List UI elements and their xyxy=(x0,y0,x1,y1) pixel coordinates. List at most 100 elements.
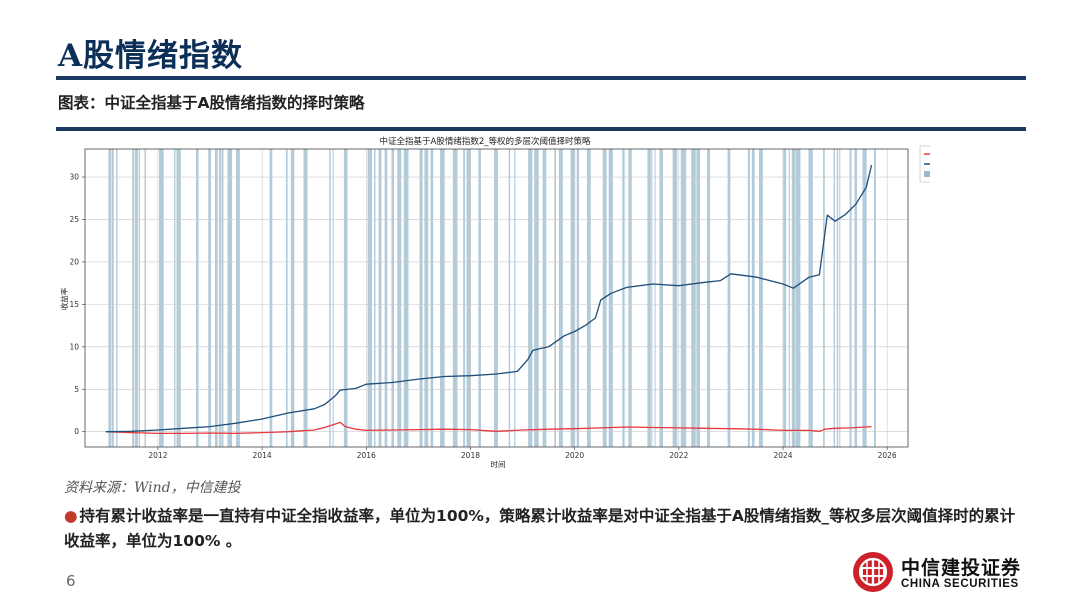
x-tick-label: 2024 xyxy=(773,451,792,460)
full-position-band xyxy=(176,149,181,447)
full-position-band xyxy=(558,149,563,447)
chart-lines xyxy=(105,164,873,435)
full-position-band xyxy=(836,149,839,447)
chart-axes: 0 5 10 15 20 25 30 2012 2014 2016 2018 2020 2022 2024… xyxy=(69,148,909,460)
full-position-band xyxy=(651,149,653,447)
logo-emblem-icon xyxy=(853,552,893,592)
full-position-band xyxy=(397,149,402,447)
full-position-band xyxy=(659,149,663,447)
full-position-band xyxy=(329,149,331,447)
source-note: 资料来源：Wind，中信建投 xyxy=(64,480,241,496)
full-position-band xyxy=(290,149,295,447)
full-position-band xyxy=(691,149,696,447)
full-position-band xyxy=(227,149,233,447)
chart-legend: 持有累积收益率策略累积收益率满仓 xyxy=(919,145,930,183)
full-position-band xyxy=(343,149,348,447)
full-position-band xyxy=(788,149,790,447)
page-number: 6 xyxy=(66,572,76,590)
full-position-band xyxy=(111,149,114,447)
full-position-band xyxy=(466,149,471,447)
full-position-band xyxy=(108,149,112,447)
full-position-band xyxy=(534,149,539,447)
logo-name-cn: 中信建投证券 xyxy=(901,557,1022,579)
y-tick-label: 0 xyxy=(74,427,79,436)
full-position-bands xyxy=(85,149,908,447)
full-position-band xyxy=(608,149,613,447)
x-tick-label: 2020 xyxy=(565,451,584,460)
y-tick-label: 15 xyxy=(69,300,79,309)
full-position-band xyxy=(440,149,445,447)
full-position-band xyxy=(791,149,796,447)
figure-caption: 图表：中证全指基于A股情绪指数的择时策略 xyxy=(58,94,365,112)
full-position-band xyxy=(218,149,221,447)
x-tick-label: 2022 xyxy=(669,451,688,460)
y-tick-label: 25 xyxy=(69,215,79,224)
full-position-band xyxy=(208,149,212,447)
full-position-band xyxy=(833,149,835,447)
full-position-band xyxy=(854,149,858,447)
full-position-band xyxy=(751,149,755,447)
full-position-band xyxy=(391,149,395,447)
full-position-band xyxy=(587,149,591,447)
strategy-chart: 0 5 10 15 20 25 30 2012 2014 2016 2018 2020 2022 2024… xyxy=(59,136,930,469)
full-position-band xyxy=(403,149,409,447)
full-position-band xyxy=(808,149,813,447)
page-title: A股情绪指数 xyxy=(58,38,244,74)
logo-name-en: CHINA SECURITIES xyxy=(901,578,1019,590)
full-position-band xyxy=(628,149,632,447)
full-position-band xyxy=(132,149,135,447)
x-tick-label: 2026 xyxy=(878,451,897,460)
full-position-band xyxy=(514,149,516,447)
full-position-band xyxy=(221,149,224,447)
full-position-band xyxy=(384,149,388,447)
full-position-band xyxy=(654,149,656,447)
full-position-band xyxy=(783,149,787,447)
full-position-band xyxy=(747,149,750,447)
full-position-band xyxy=(159,149,164,447)
full-position-band xyxy=(707,149,711,447)
x-tick-label: 2014 xyxy=(253,451,272,460)
full-position-band xyxy=(727,149,731,447)
full-position-band xyxy=(378,149,382,447)
full-position-band xyxy=(478,149,481,447)
company-logo: 中信建投证券 CHINA SECURITIES xyxy=(853,550,1033,598)
full-position-band xyxy=(196,149,199,447)
full-position-band xyxy=(647,149,651,447)
plot-frame xyxy=(84,148,909,448)
y-axis-label: 收益率 xyxy=(59,287,69,310)
full-position-band xyxy=(570,149,576,447)
full-position-band xyxy=(332,149,334,447)
full-position-band xyxy=(672,149,678,447)
explanation-text: 持有累计收益率是一直持有中证全指收益率，单位为100%，策略累计收益率是对中证全… xyxy=(64,507,1016,550)
full-position-band xyxy=(452,149,458,447)
full-position-band xyxy=(303,149,308,447)
legend-swatch xyxy=(924,171,930,177)
full-position-band xyxy=(138,149,140,447)
series-line-1 xyxy=(105,421,872,435)
full-position-band xyxy=(174,149,176,447)
full-position-band xyxy=(795,149,801,447)
full-position-band xyxy=(849,149,852,447)
full-position-band xyxy=(373,149,376,447)
full-position-band xyxy=(494,149,498,447)
full-position-band xyxy=(269,149,273,447)
full-position-band xyxy=(214,149,218,447)
bullet-dot: ● xyxy=(64,507,78,525)
full-position-band xyxy=(144,149,146,447)
full-position-band xyxy=(542,149,547,447)
x-tick-label: 2016 xyxy=(357,451,376,460)
full-position-band xyxy=(134,149,138,447)
full-position-band xyxy=(696,149,700,447)
caption-rule xyxy=(56,127,1026,131)
full-position-band xyxy=(680,149,684,447)
full-position-band xyxy=(758,149,763,447)
y-tick-label: 30 xyxy=(69,173,79,182)
full-position-band xyxy=(684,149,687,447)
full-position-band xyxy=(862,149,867,447)
y-tick-label: 20 xyxy=(69,257,79,266)
full-position-band xyxy=(463,149,466,447)
full-position-band xyxy=(116,149,118,447)
full-position-band xyxy=(554,149,556,447)
full-position-band xyxy=(823,149,825,447)
full-position-band xyxy=(367,149,372,447)
